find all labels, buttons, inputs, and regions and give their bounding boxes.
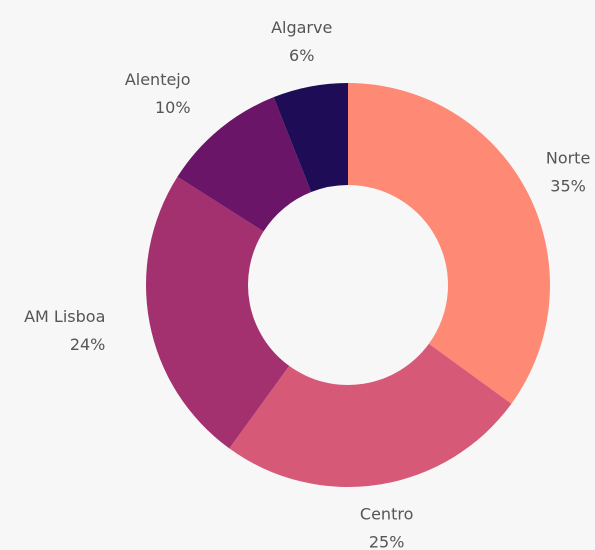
donut-slice — [348, 83, 550, 404]
slice-label: Algarve — [271, 18, 332, 37]
slice-label: Alentejo — [125, 70, 191, 89]
slice-label: Norte — [546, 148, 590, 167]
slice-value-label: 6% — [289, 46, 314, 65]
donut-slice — [229, 343, 512, 488]
slice-value-label: 35% — [550, 176, 586, 195]
donut-slice — [273, 83, 348, 193]
slice-label: AM Lisboa — [24, 307, 105, 326]
slice-value-label: 24% — [70, 335, 106, 354]
donut-slice — [177, 97, 312, 232]
slice-value-label: 25% — [369, 532, 405, 550]
donut-slice — [145, 176, 290, 449]
slice-label: Centro — [360, 504, 413, 523]
slice-value-label: 10% — [155, 98, 191, 117]
